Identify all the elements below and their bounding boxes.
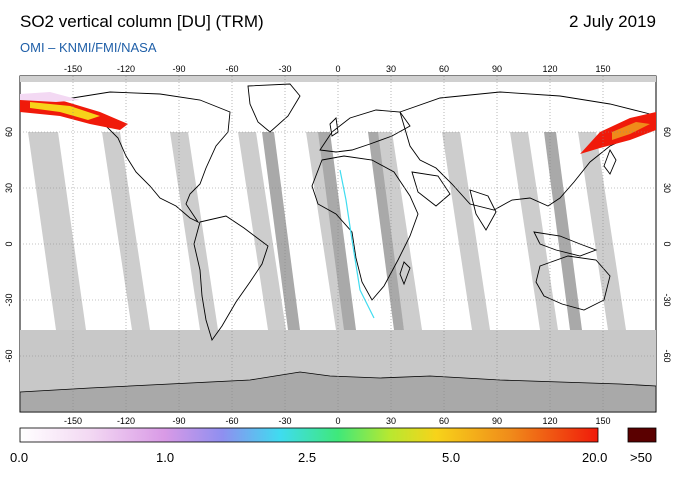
data-credit: OMI – KNMI/FMI/NASA	[20, 40, 157, 55]
lon-tick-top: -150	[64, 64, 82, 74]
colorbar-overflow	[627, 427, 657, 443]
so2-trace-atlantic	[339, 169, 375, 319]
lon-tick-bottom: -90	[172, 416, 185, 426]
lon-tick-bottom: 120	[542, 416, 557, 426]
so2-hotspot-kamchatka	[580, 112, 656, 154]
lon-tick-top: 60	[439, 64, 449, 74]
colorbar-label-1: 1.0	[156, 450, 175, 465]
lon-tick-bottom: -60	[225, 416, 238, 426]
lon-tick-top: -60	[225, 64, 238, 74]
lat-tick-left: 0	[4, 241, 14, 246]
lat-tick-right: 60	[662, 127, 672, 137]
lon-tick-bottom: 0	[335, 416, 340, 426]
lon-tick-top: 30	[386, 64, 396, 74]
lon-tick-top: 150	[595, 64, 610, 74]
lat-tick-right: -30	[662, 293, 672, 306]
lat-tick-left: 30	[4, 183, 14, 193]
lon-tick-bottom: -150	[64, 416, 82, 426]
lat-tick-labels-right: 60 30 0 -30 -60	[662, 127, 672, 363]
colorbar	[19, 427, 599, 443]
colorbar-label-4: 20.0	[582, 450, 608, 465]
lat-tick-labels-left: 60 30 0 -30 -60	[4, 127, 14, 363]
lon-tick-bottom: -120	[117, 416, 135, 426]
map-date: 2 July 2019	[569, 12, 656, 31]
map-title: SO2 vertical column [DU] (TRM)	[20, 12, 264, 31]
orbit-overlap-swaths	[262, 132, 582, 330]
lon-tick-top: 90	[492, 64, 502, 74]
graticule	[20, 76, 656, 412]
lat-tick-left: -60	[4, 349, 14, 362]
lat-tick-left: 60	[4, 127, 14, 137]
colorbar-label-0: 0.0	[10, 450, 29, 465]
lon-tick-bottom: 30	[386, 416, 396, 426]
lon-tick-top: 120	[542, 64, 557, 74]
lon-tick-top: -30	[278, 64, 291, 74]
lon-tick-bottom: -30	[278, 416, 291, 426]
colorbar-label-3: 5.0	[442, 450, 461, 465]
lat-tick-right: 30	[662, 183, 672, 193]
lat-tick-left: -30	[4, 293, 14, 306]
lat-tick-right: -60	[662, 349, 672, 362]
lon-tick-top: 0	[335, 64, 340, 74]
lon-tick-top: -120	[117, 64, 135, 74]
lon-tick-labels-bottom: -150 -120 -90 -60 -30 0 30 60 90 120 150	[64, 416, 611, 426]
so2-hotspot-alaska	[20, 92, 128, 130]
colorbar-overflow-label: >50	[630, 450, 653, 465]
colorbar-label-2: 2.5	[298, 450, 317, 465]
lat-tick-right: 0	[662, 241, 672, 246]
coastlines	[59, 83, 651, 342]
lon-tick-bottom: 60	[439, 416, 449, 426]
lon-tick-labels-top: -150 -120 -90 -60 -30 0 30 60 90 120 150	[64, 64, 611, 74]
lon-tick-top: -90	[172, 64, 185, 74]
lon-tick-bottom: 90	[492, 416, 502, 426]
lon-tick-bottom: 150	[595, 416, 610, 426]
